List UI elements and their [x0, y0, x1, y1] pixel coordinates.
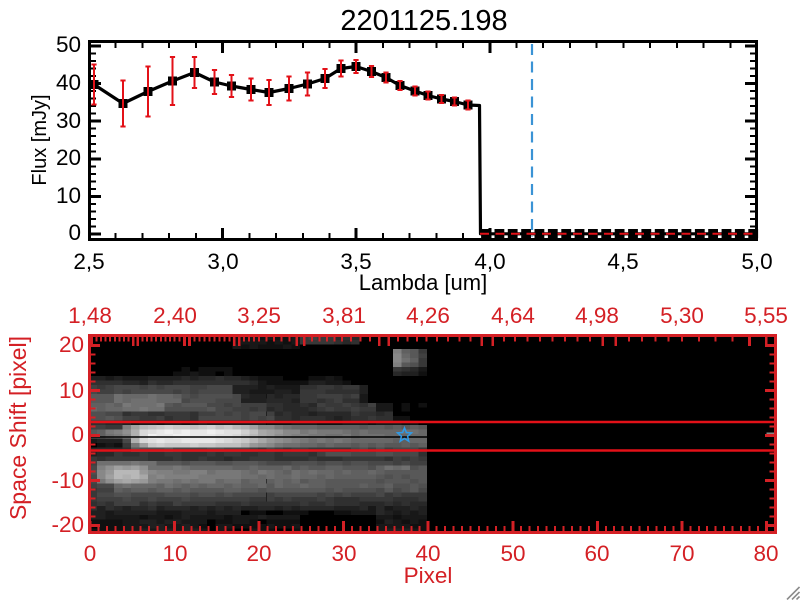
svg-text:0: 0	[71, 422, 84, 447]
svg-text:4,0: 4,0	[474, 249, 505, 274]
svg-text:1,48: 1,48	[68, 303, 112, 328]
svg-text:3,81: 3,81	[322, 303, 366, 328]
svg-text:2,40: 2,40	[153, 303, 197, 328]
svg-text:40: 40	[56, 70, 81, 95]
svg-text:10: 10	[59, 378, 84, 403]
svg-text:80: 80	[753, 541, 778, 566]
svg-text:2,5: 2,5	[73, 249, 104, 274]
svg-text:0: 0	[68, 220, 81, 245]
svg-text:Lambda [um]: Lambda [um]	[359, 270, 487, 295]
svg-text:10: 10	[56, 183, 81, 208]
svg-text:0: 0	[84, 541, 97, 566]
svg-text:Space Shift [pixel]: Space Shift [pixel]	[5, 336, 31, 520]
svg-text:Pixel: Pixel	[404, 563, 453, 588]
svg-text:3,5: 3,5	[340, 249, 371, 274]
svg-text:20: 20	[246, 541, 271, 566]
svg-text:4,5: 4,5	[607, 249, 638, 274]
svg-text:Flux [mJy]: Flux [mJy]	[29, 94, 51, 185]
svg-text:5,0: 5,0	[741, 249, 772, 274]
svg-text:4,26: 4,26	[406, 303, 450, 328]
svg-text:4,64: 4,64	[491, 303, 535, 328]
svg-text:3,25: 3,25	[237, 303, 281, 328]
svg-text:5,55: 5,55	[744, 303, 788, 328]
svg-text:60: 60	[584, 541, 609, 566]
svg-text:2201125.198: 2201125.198	[340, 5, 507, 37]
svg-text:20: 20	[56, 145, 81, 170]
svg-text:30: 30	[56, 108, 81, 133]
svg-text:-20: -20	[51, 512, 84, 537]
svg-text:70: 70	[669, 541, 694, 566]
svg-text:3,0: 3,0	[207, 249, 238, 274]
svg-text:50: 50	[500, 541, 525, 566]
svg-text:20: 20	[59, 332, 84, 357]
svg-text:-10: -10	[51, 468, 84, 493]
svg-text:4,98: 4,98	[575, 303, 619, 328]
svg-text:10: 10	[162, 541, 187, 566]
svg-text:50: 50	[56, 32, 81, 57]
svg-text:40: 40	[415, 541, 440, 566]
svg-text:5,30: 5,30	[660, 303, 704, 328]
svg-text:30: 30	[331, 541, 356, 566]
